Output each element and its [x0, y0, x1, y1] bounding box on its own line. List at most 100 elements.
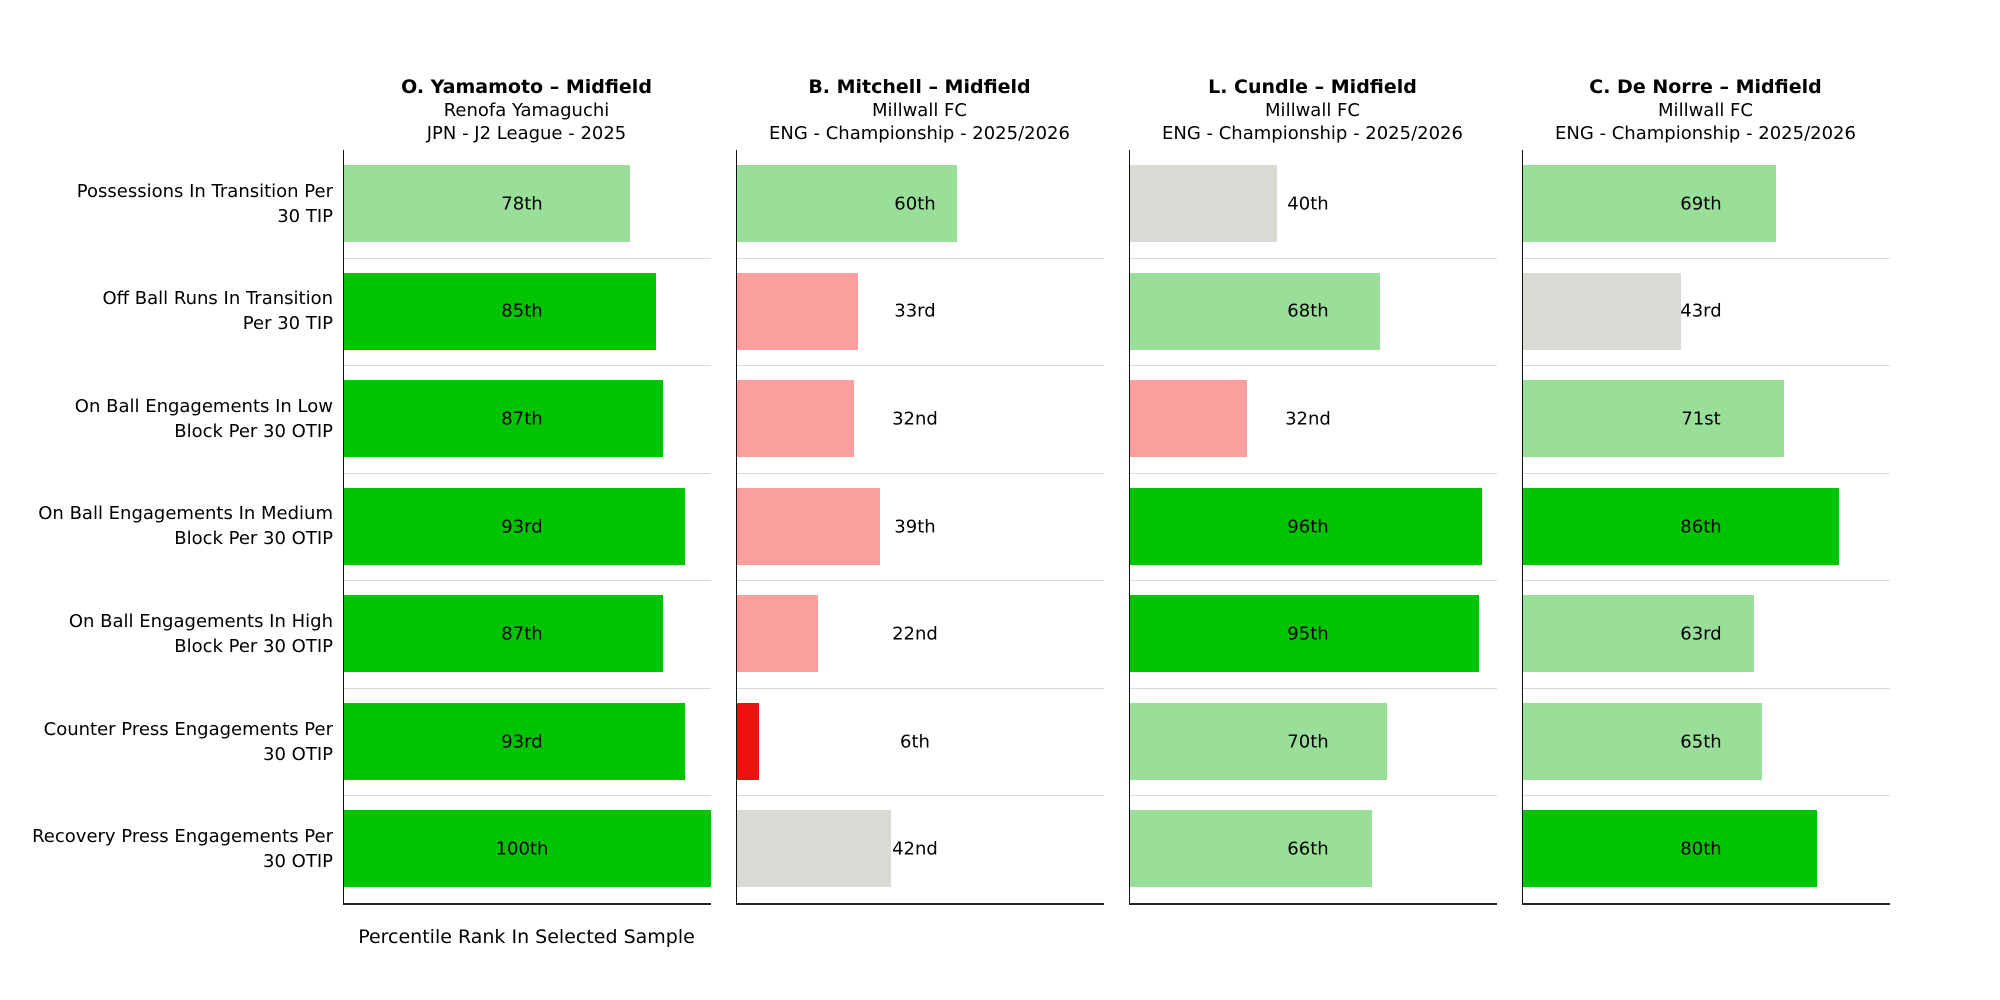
percentile-bar — [344, 810, 711, 888]
chart-area: 69th 43rd 71st 86th 63rd 65th 80th — [1522, 150, 1890, 905]
x-axis-label: Percentile Rank In Selected Sample — [358, 926, 695, 948]
bar-value-label: 65th — [1680, 731, 1722, 753]
row-separator — [1130, 795, 1497, 797]
bar-value-label: 86th — [1680, 516, 1722, 537]
metric-label: Off Ball Runs In Transition Per 30 TIP — [0, 258, 334, 366]
percentile-bar — [737, 165, 958, 242]
bar-value-label: 87th — [501, 623, 543, 645]
bar-value-label: 39th — [894, 516, 936, 537]
row-separator — [344, 257, 711, 259]
percentile-bar — [737, 380, 855, 458]
percentile-bar — [1523, 272, 1681, 350]
percentile-bar — [1130, 272, 1380, 350]
bar-value-label: 33rd — [894, 300, 936, 322]
bar-value-label: 63rd — [1680, 623, 1722, 645]
row-separator — [737, 257, 1104, 259]
bar-value-label: 78th — [501, 193, 543, 215]
metric-label-line: 30 OTIP — [263, 851, 333, 873]
chart-area: 40th 68th 32nd 96th 95th 70th 66th — [1129, 150, 1497, 905]
bar-value-label: 60th — [894, 193, 936, 215]
bar-value-label: 71st — [1681, 408, 1721, 430]
bar-value-label: 66th — [1287, 838, 1329, 860]
percentile-bar — [737, 487, 881, 565]
bar-value-label: 42nd — [892, 838, 938, 860]
row-separator — [344, 365, 711, 367]
bar-value-label: 100th — [495, 838, 549, 860]
bar-value-label: 43rd — [1680, 300, 1722, 322]
player-column-header: L. Cundle – Midfield Millwall FC ENG - Cha… — [1129, 76, 1496, 145]
player-league: ENG - Championship - 2025/2026 — [1162, 123, 1463, 144]
player-team: Millwall FC — [1658, 100, 1753, 121]
player-league: ENG - Championship - 2025/2026 — [1555, 123, 1856, 144]
percentile-bar — [737, 272, 859, 350]
bar-value-label: 40th — [1287, 193, 1329, 215]
row-separator — [344, 687, 711, 689]
percentile-bar — [1523, 702, 1762, 780]
metric-label: On Ball Engagements In Low Block Per 30 O… — [0, 365, 333, 473]
chart-area: 60th 33rd 32nd 39th 22nd 6th 42nd — [736, 150, 1104, 905]
metric-label-line: Block Per 30 OTIP — [174, 420, 333, 442]
metric-label-line: 30 OTIP — [263, 743, 333, 765]
percentile-bar — [344, 487, 686, 565]
bar-value-label: 69th — [1680, 193, 1722, 215]
percentile-bar — [737, 702, 760, 780]
percentile-bar — [1130, 702, 1387, 780]
row-separator — [737, 580, 1104, 582]
metric-label-line: Block Per 30 OTIP — [174, 636, 333, 658]
bar-value-label: 95th — [1287, 623, 1329, 645]
metric-label-line: Block Per 30 OTIP — [174, 528, 333, 550]
player-column-header: C. De Norre – Midfield Millwall FC ENG - C… — [1522, 76, 1889, 145]
percentile-bar — [737, 595, 818, 673]
metric-label: Counter Press Engagements Per 30 OTIP — [0, 688, 333, 796]
percentile-bar — [344, 272, 656, 350]
row-separator — [1523, 365, 1890, 367]
metric-label: Recovery Press Engagements Per 30 OTIP — [0, 795, 333, 903]
metric-label-line: On Ball Engagements In Medium — [38, 503, 333, 525]
bar-value-label: 22nd — [892, 623, 938, 645]
player-league: JPN - J2 League - 2025 — [426, 123, 627, 144]
row-separator — [1523, 580, 1890, 582]
percentile-bar — [1130, 165, 1277, 242]
metric-label-line: Possessions In Transition Per — [76, 180, 333, 202]
bar-value-label: 32nd — [892, 408, 938, 430]
metric-label: On Ball Engagements In Medium Block Per 3… — [0, 473, 333, 581]
metric-label-line: Off Ball Runs In Transition — [102, 288, 334, 310]
bar-value-label: 93rd — [501, 516, 543, 537]
bar-value-label: 70th — [1287, 731, 1329, 753]
bar-value-label: 6th — [900, 731, 930, 753]
metric-label-line: On Ball Engagements In High — [68, 611, 333, 633]
bar-value-label: 87th — [501, 408, 543, 430]
row-separator — [1130, 472, 1497, 474]
percentile-bar — [1523, 595, 1755, 673]
percentile-bar — [1130, 380, 1248, 458]
metric-label-line: Recovery Press Engagements Per — [32, 826, 333, 848]
player-name: C. De Norre – Midfield — [1589, 76, 1822, 98]
percentile-bar — [344, 380, 664, 458]
player-name: O. Yamamoto – Midfield — [401, 76, 652, 98]
row-separator — [1130, 257, 1497, 259]
row-separator — [1523, 687, 1890, 689]
row-separator — [1523, 472, 1890, 474]
row-separator — [1523, 257, 1890, 259]
row-separator — [737, 472, 1104, 474]
percentile-bar — [1130, 595, 1479, 673]
percentile-bar — [1523, 165, 1777, 242]
row-separator — [1523, 795, 1890, 797]
chart-area: 78th 85th 87th 93rd 87th 93rd 100th — [343, 150, 711, 905]
player-name: B. Mitchell – Midfield — [808, 76, 1031, 98]
metric-label-line: Counter Press Engagements Per — [43, 718, 333, 740]
percentile-bar — [344, 595, 664, 673]
bar-value-label: 93rd — [501, 731, 543, 753]
percentile-bar — [1130, 810, 1373, 888]
metric-label: Possessions In Transition Per 30 TIP — [0, 150, 333, 258]
metric-label-line: 30 TIP — [277, 205, 333, 227]
player-column-header: B. Mitchell – Midfield Millwall FC ENG - C… — [736, 76, 1103, 145]
percentile-bar — [1523, 810, 1817, 888]
percentile-bar — [344, 165, 631, 242]
player-team: Millwall FC — [1265, 100, 1360, 121]
row-separator — [344, 472, 711, 474]
row-separator — [1130, 580, 1497, 582]
percentile-bar — [1523, 487, 1839, 565]
bar-value-label: 68th — [1287, 300, 1329, 322]
player-league: ENG - Championship - 2025/2026 — [769, 123, 1070, 144]
